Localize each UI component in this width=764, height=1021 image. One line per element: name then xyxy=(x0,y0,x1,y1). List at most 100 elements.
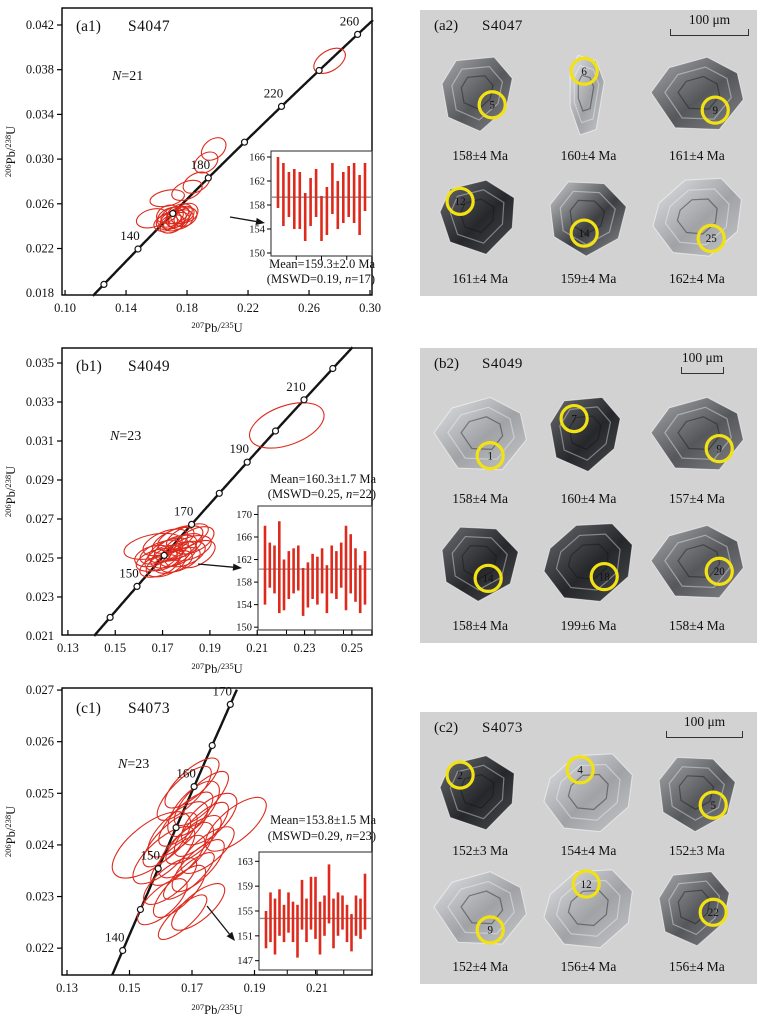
age-label: 150 xyxy=(140,848,160,863)
error-ellipse xyxy=(175,202,199,223)
concordia-plot-c1: 0.13 0.15 0.17 0.19 0.21 0.022 0.023 0.024 0.025… xyxy=(3,683,376,1017)
y-tick-label: 0.018 xyxy=(26,286,54,300)
age-marker xyxy=(329,364,337,373)
zircon-age-caption: 152±3 Ma xyxy=(668,843,725,858)
spot-circle xyxy=(475,915,505,945)
inset-y-tick-label: 162 xyxy=(236,555,252,566)
error-ellipse xyxy=(156,765,212,821)
weighted-mean-inset: 150 154 158 162 166 xyxy=(249,150,373,260)
scale-bar-bracket xyxy=(681,367,724,374)
x-tick-label: 0.17 xyxy=(152,641,174,655)
error-ellipse xyxy=(167,209,194,230)
scale-bar-bracket xyxy=(670,29,749,36)
spot-circle xyxy=(589,561,620,591)
scale-bar: 100 μm xyxy=(681,350,724,374)
inset-y-tick-label: 158 xyxy=(249,201,265,212)
error-ellipse xyxy=(135,548,178,572)
concordia-plot-a1: 0.10 0.14 0.18 0.22 0.26 0.30 0.018 0.022 0.026 0… xyxy=(3,7,381,335)
y-tick-label: 0.034 xyxy=(26,107,55,121)
y-tick-label: 0.022 xyxy=(26,941,54,955)
cl-panel-header: (b2) S4049 100 μm xyxy=(420,348,757,384)
spot-circle xyxy=(704,556,734,586)
zircon-cl-image: 22 xyxy=(658,871,730,947)
zircon-cl-image: 25 xyxy=(652,177,742,257)
error-ellipse xyxy=(171,179,203,201)
zircon-crystal xyxy=(441,56,513,132)
age-marker xyxy=(190,782,198,791)
concordia-age-markers: 150 170 190 210 xyxy=(106,364,337,621)
spot-number: 20 xyxy=(713,566,725,578)
y-tick-label: 0.024 xyxy=(26,838,55,852)
y-tick-label: 0.026 xyxy=(26,197,54,211)
error-ellipses xyxy=(135,47,346,234)
zircon-item: 1 158±4 Ma xyxy=(428,384,532,510)
mswd-label: (MSWD=0.25, n=22) xyxy=(268,487,376,501)
zoning-core-outline xyxy=(459,773,495,809)
error-ellipse xyxy=(193,151,219,174)
zircon-crystal xyxy=(439,755,515,831)
sample-label: S4049 xyxy=(128,358,170,375)
plot-frame xyxy=(61,687,373,976)
spot-circle xyxy=(696,223,726,254)
zircon-item: 6 160±4 Ma xyxy=(536,46,640,167)
spot-number: 1 xyxy=(487,450,493,462)
age-marker xyxy=(354,30,362,39)
y-tick-label: 0.025 xyxy=(26,551,54,565)
zoning-outline xyxy=(451,535,508,591)
error-ellipse xyxy=(157,894,208,940)
cl-sample-label: S4073 xyxy=(482,720,523,736)
error-ellipse xyxy=(147,801,209,858)
concordia-age-markers: 140 150 160 170 xyxy=(105,683,234,955)
age-marker xyxy=(160,551,168,559)
inset-y-tick-label: 162 xyxy=(249,177,265,188)
axis-ticks: 0.13 0.15 0.17 0.19 0.21 0.022 0.023 0.024 0.025… xyxy=(26,683,328,995)
n-count-label: N=23 xyxy=(117,757,149,772)
inset-arrow xyxy=(206,905,235,941)
spot-circle xyxy=(569,56,600,86)
zircon-item: 22 156±4 Ma xyxy=(645,864,749,978)
error-ellipse xyxy=(200,137,227,161)
n-count-label: N=23 xyxy=(109,429,141,444)
mswd-label: (MSWD=0.29, n=23) xyxy=(268,829,376,843)
n-count-label: N=21 xyxy=(111,69,143,84)
x-tick-label: 0.13 xyxy=(56,981,78,995)
zircon-age-caption: 158±4 Ma xyxy=(452,148,509,163)
y-tick-label: 0.023 xyxy=(26,590,54,604)
inset-y-tick-label: 155 xyxy=(237,907,253,918)
spot-circle xyxy=(475,441,505,471)
zircon-cl-image: 14 xyxy=(441,526,519,602)
zircon-crystal xyxy=(549,396,622,473)
age-label: 150 xyxy=(119,565,139,580)
inset-y-tick-label: 147 xyxy=(237,956,253,967)
weighted-mean-inset: 150 154 158 162 166 170 xyxy=(236,505,373,634)
age-marker xyxy=(172,824,180,832)
zoning-outline xyxy=(668,766,725,821)
spot-number: 4 xyxy=(578,765,584,777)
inset-y-tick-label: 154 xyxy=(249,225,266,236)
error-ellipse xyxy=(159,546,201,573)
inset-y-tick-label: 151 xyxy=(237,931,253,942)
zircon-grid: 1 158±4 Ma 7 160±4 Ma 9 157±4 Ma 14 158±4 Ma 18 1… xyxy=(420,384,757,643)
inset-y-tick-label: 170 xyxy=(236,510,252,521)
zircon-item: 14 158±4 Ma xyxy=(428,512,532,638)
zircon-item: 2 152±3 Ma xyxy=(428,748,532,862)
y-tick-label: 0.033 xyxy=(26,395,54,409)
spot-number: 14 xyxy=(483,573,495,585)
age-label: 260 xyxy=(340,13,360,28)
zoning-outline xyxy=(663,534,732,588)
spot-circle xyxy=(559,403,590,434)
mean-age-label: Mean=160.3±1.7 Ma xyxy=(270,472,376,486)
zoning-outline xyxy=(663,406,732,461)
inset-arrow xyxy=(197,563,242,571)
zircon-age-caption: 158±4 Ma xyxy=(452,618,509,633)
spot-circle xyxy=(565,755,596,785)
zircon-age-caption: 161±4 Ma xyxy=(668,148,725,163)
error-ellipse xyxy=(132,826,196,885)
error-ellipse xyxy=(181,792,238,846)
error-ellipse xyxy=(164,757,220,809)
age-marker xyxy=(119,946,127,955)
plot-frame xyxy=(61,347,373,636)
zoning-core-outline xyxy=(677,75,720,110)
zircon-item: 18 199±6 Ma xyxy=(536,512,640,638)
zircon-crystal xyxy=(658,756,736,833)
